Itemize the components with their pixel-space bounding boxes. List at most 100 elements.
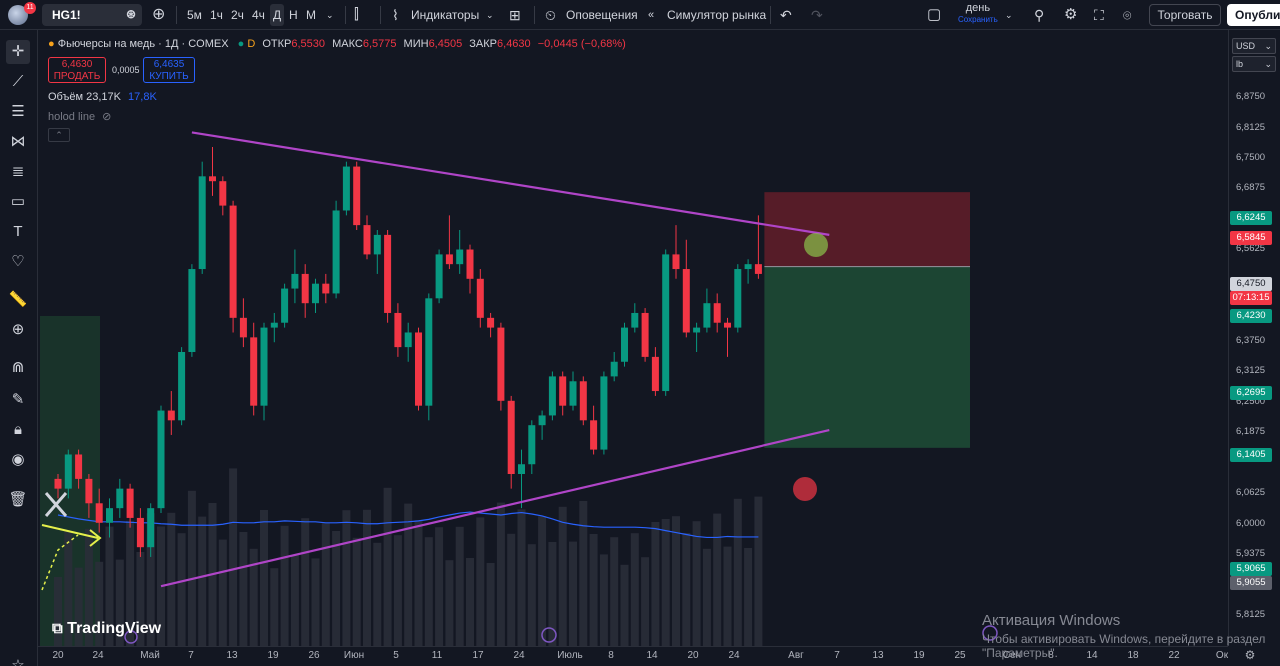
candle-body	[497, 327, 505, 401]
interval-5m[interactable]: 5м	[187, 8, 202, 22]
price-tick: 6,3750	[1236, 335, 1266, 346]
undo-icon[interactable]: ↶	[780, 7, 792, 23]
candle-body	[209, 176, 216, 182]
interval-1h[interactable]: 1ч	[210, 8, 223, 22]
alerts-button[interactable]: Оповещения	[566, 8, 638, 22]
legend-close-label: ЗАКР	[469, 38, 498, 50]
interval-1d[interactable]: Д	[270, 4, 285, 26]
candle-body	[641, 312, 649, 357]
tradingview-logo-text: TradingView	[67, 620, 162, 637]
price-tick: 6,3125	[1236, 365, 1266, 376]
alert-clock-icon[interactable]: ⏲	[545, 7, 556, 23]
unit-label: lb	[1236, 59, 1244, 69]
time-axis-settings-icon[interactable]: ⚙	[1244, 648, 1256, 662]
candle-type-icon[interactable]: ⫿	[354, 6, 359, 23]
indicators-icon[interactable]: ⌇	[392, 7, 399, 23]
candle-body	[332, 210, 340, 294]
legend-collapse-button[interactable]: ⌃	[48, 128, 70, 142]
trendline-tool-icon[interactable]: ⟋	[12, 73, 24, 90]
time-axis[interactable]	[38, 646, 1228, 666]
interval-1m[interactable]: М	[306, 8, 316, 22]
interval-save-box[interactable]: день Сохранить	[958, 3, 998, 25]
candle-body	[75, 454, 83, 479]
lock-draw-icon[interactable]: ✎	[11, 391, 25, 408]
time-label: 14	[1086, 650, 1098, 661]
interval-1w[interactable]: Н	[289, 8, 298, 22]
price-scale[interactable]	[1228, 30, 1280, 646]
candle-body	[621, 327, 628, 362]
magnet-icon[interactable]: ⋒	[11, 359, 25, 376]
indicator-hidden-eye-icon[interactable]: ⊘	[102, 111, 112, 123]
symbol-search-input[interactable]: HG1! ⊛	[42, 4, 142, 26]
target-marker-icon	[804, 233, 828, 257]
volume-bar	[198, 516, 207, 646]
trade-button[interactable]: Торговать	[1149, 4, 1221, 26]
time-label: 19	[267, 650, 279, 661]
favorite-heart-icon[interactable]: ♡	[11, 253, 25, 270]
fullscreen-icon[interactable]: ⛶	[1094, 7, 1104, 23]
volume-bar	[424, 537, 433, 646]
lock-icon[interactable]: 🔒︎	[14, 421, 22, 438]
trash-icon[interactable]: 🗑︎	[8, 491, 28, 508]
interval-2h[interactable]: 2ч	[231, 8, 244, 22]
volume-bar	[476, 517, 485, 646]
unit-select[interactable]: lb ⌄	[1232, 56, 1276, 72]
volume-bar	[146, 513, 155, 646]
take-profit-tag: 6,6245	[1230, 211, 1272, 225]
volume-bar	[74, 567, 83, 646]
price-chart[interactable]	[38, 30, 1228, 646]
publish-button[interactable]: Опублик	[1227, 4, 1280, 26]
volume-bar	[342, 510, 351, 646]
replay-button[interactable]: Симулятор рынка	[667, 8, 767, 22]
volume-bar	[723, 546, 732, 646]
candle-body	[476, 278, 484, 318]
candle-body	[569, 381, 577, 406]
time-label: 13	[226, 650, 238, 661]
save-dropdown-icon[interactable]: ⌄	[1005, 10, 1013, 20]
interval-dropdown-icon[interactable]: ⌄	[326, 10, 334, 20]
time-label: 11	[431, 650, 443, 661]
price-tick: 6,8125	[1236, 122, 1266, 133]
buy-button[interactable]: 6,4635 КУПИТЬ	[143, 57, 195, 83]
time-label: 19	[913, 650, 925, 661]
triangle-trendline	[191, 131, 830, 236]
favorites-star-icon[interactable]: ☆	[11, 657, 25, 666]
volume-bar	[167, 512, 176, 646]
candle-body	[167, 410, 175, 421]
pitchfork-icon[interactable]: ⋈	[10, 133, 26, 150]
zoom-in-icon[interactable]: ⊕	[11, 321, 25, 338]
user-avatar[interactable]	[8, 5, 28, 25]
indicators-dropdown-icon[interactable]: ⌄	[486, 10, 494, 20]
candle-body	[136, 517, 144, 548]
time-label: 22	[1168, 650, 1180, 661]
add-symbol-icon[interactable]: ⊕	[152, 6, 166, 23]
replay-icon[interactable]: «	[648, 9, 655, 21]
last-price-tag: 6,4750	[1230, 277, 1272, 291]
eye-visibility-icon[interactable]: ◉	[11, 451, 25, 468]
redo-icon[interactable]: ↷	[811, 7, 823, 23]
quick-search-icon[interactable]: ⚲	[1034, 7, 1045, 23]
candle-body	[64, 454, 72, 489]
text-tool-icon[interactable]: T	[13, 223, 23, 240]
layout-square-icon[interactable]: ▢	[927, 6, 942, 23]
horizontal-lines-icon[interactable]: ☰	[11, 103, 25, 120]
settings-gear-icon[interactable]: ⚙	[1064, 6, 1078, 23]
candle-body	[404, 332, 412, 348]
volume-bar	[548, 542, 557, 646]
indicator-legend[interactable]: holod line ⊘	[48, 110, 111, 123]
sell-button[interactable]: 6,4630 ПРОДАТЬ	[48, 57, 106, 83]
currency-select[interactable]: USD ⌄	[1232, 38, 1276, 54]
crosshair-icon[interactable]: ✛	[6, 40, 30, 64]
fib-tool-icon[interactable]: ≣	[11, 163, 25, 180]
layouts-icon[interactable]: ⊞	[509, 7, 521, 23]
volume-bar	[177, 533, 186, 646]
interval-4h[interactable]: 4ч	[252, 8, 265, 22]
volume-price-tag: 5,9065	[1230, 562, 1272, 576]
shapes-tool-icon[interactable]: ▭	[10, 193, 26, 210]
symbol-options-icon[interactable]: ⊛	[125, 7, 136, 21]
volume-bar	[754, 496, 763, 646]
candle-body	[682, 269, 690, 333]
indicators-button[interactable]: Индикаторы	[411, 8, 480, 22]
ruler-icon[interactable]: 📏	[8, 291, 28, 308]
camera-snapshot-icon[interactable]: ⌾	[1123, 7, 1132, 23]
